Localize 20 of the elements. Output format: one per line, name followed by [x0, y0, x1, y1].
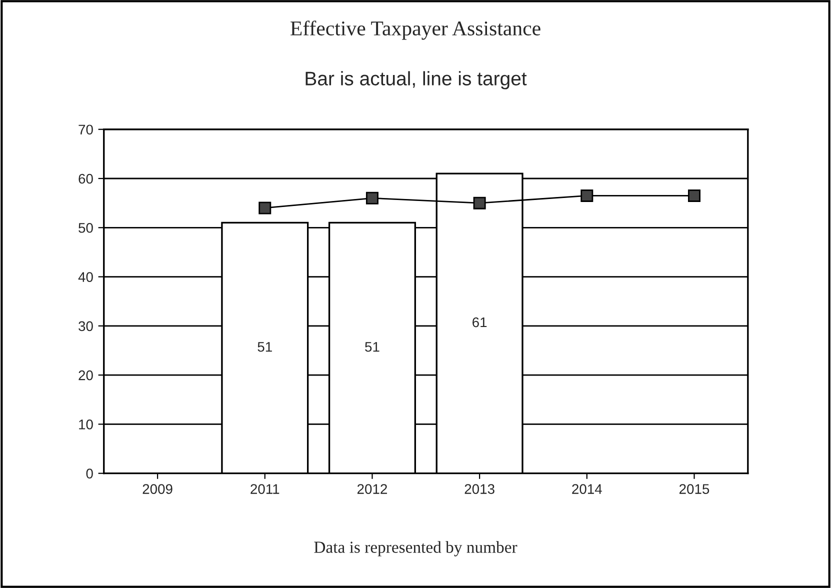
data-label: 61	[472, 317, 487, 328]
y-tick-label: 70	[78, 124, 93, 135]
x-tick-label: 2012	[357, 484, 387, 494]
text: Data is represented by number	[314, 541, 518, 556]
y-tick-label: 30	[78, 321, 93, 332]
data-label: 51	[258, 342, 272, 352]
y-tick-label: 20	[78, 370, 93, 380]
chart-title: Effective Taxpayer Assistance	[290, 20, 540, 40]
y-tick-label: 60	[78, 174, 93, 184]
y-tick-label: 0	[86, 468, 93, 479]
x-tick-label: 2015	[679, 484, 710, 494]
y-tick-label: 40	[78, 272, 93, 282]
y-tick-label: 10	[79, 420, 93, 430]
x-tick-label: 2011	[250, 484, 280, 494]
y-tick-label: 50	[78, 222, 93, 233]
x-tick-label: 2014	[572, 484, 602, 494]
data-label: 51	[365, 342, 380, 352]
x-tick-label: 2013	[464, 484, 494, 494]
x-tick-label: 2009	[142, 484, 172, 494]
chart-subtitle: Bar is actual, line is target	[306, 71, 527, 90]
